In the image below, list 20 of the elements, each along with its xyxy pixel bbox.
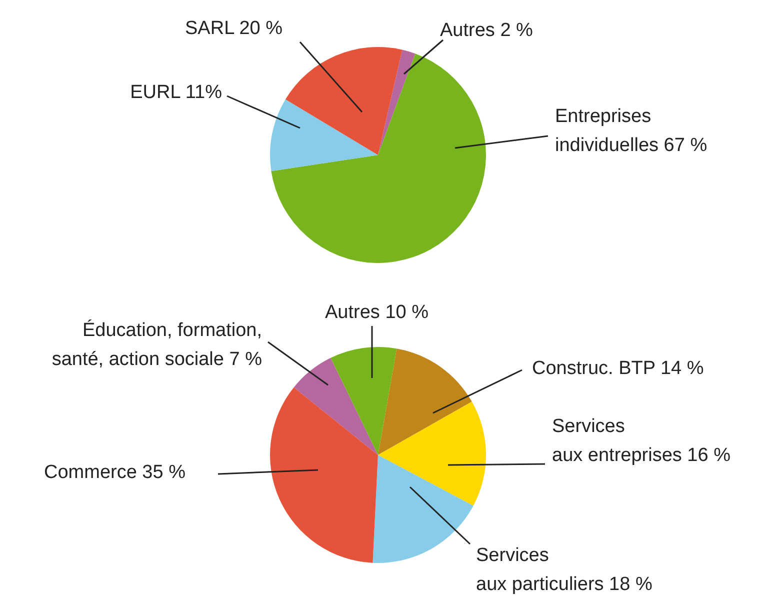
slice-label: SARL 20 %: [185, 18, 283, 39]
slice-label: Commerce 35 %: [44, 462, 186, 483]
slice-label: Autres 2 %: [440, 20, 534, 41]
slice-label: Entreprises individuelles 67 %: [555, 106, 708, 156]
pie-slice: [271, 54, 486, 263]
pie-slice: [378, 348, 472, 455]
slice-label: Autres 10 %: [325, 302, 429, 323]
slice-label: Services aux entreprises 16 %: [552, 416, 731, 466]
pie-slice: [294, 358, 378, 455]
pie-slice: [378, 402, 486, 506]
pie-slice: [270, 387, 378, 563]
pie-slice: [270, 99, 378, 172]
pie-slice: [330, 347, 397, 455]
pie-slice: [285, 47, 402, 155]
pie-slice: [378, 50, 416, 155]
slice-label: Services aux particuliers 18 %: [476, 545, 652, 595]
slice-label: EURL 11%: [130, 82, 222, 103]
slice-label: Éducation, formation, santé, action sociale 7 %: [52, 319, 262, 370]
pie-slice: [372, 455, 474, 563]
slice-label: Construc. BTP 14 %: [532, 358, 704, 379]
